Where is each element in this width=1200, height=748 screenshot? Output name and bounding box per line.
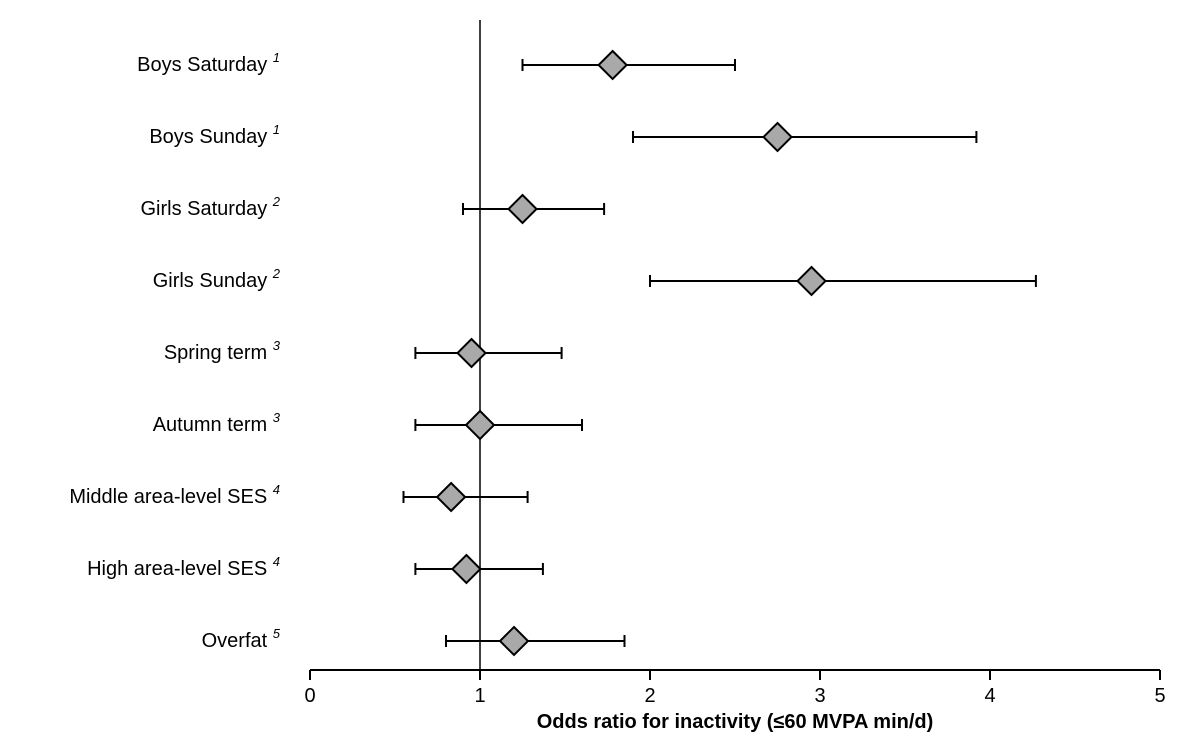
row-label: Overfat 5 bbox=[202, 626, 281, 652]
row-label: Spring term 3 bbox=[164, 338, 281, 364]
row-label: Autumn term 3 bbox=[153, 410, 281, 436]
row-label: Middle area-level SES 4 bbox=[69, 482, 280, 508]
row-label: High area-level SES 4 bbox=[87, 554, 280, 580]
forest-plot-svg: Boys Saturday 1 Boys Sunday 1 Girls Saturd… bbox=[0, 0, 1200, 748]
row-label: Girls Saturday 2 bbox=[140, 194, 280, 220]
x-tick-label: 5 bbox=[1154, 685, 1165, 707]
row-label: Boys Saturday 1 bbox=[137, 50, 280, 76]
x-tick-label: 2 bbox=[644, 685, 655, 707]
row-label: Girls Sunday 2 bbox=[153, 266, 281, 292]
x-tick-label: 0 bbox=[304, 685, 315, 707]
x-tick-label: 3 bbox=[814, 685, 825, 707]
row-label: Boys Sunday 1 bbox=[149, 122, 280, 148]
x-axis-title: Odds ratio for inactivity (≤60 MVPA min/… bbox=[537, 711, 934, 733]
forest-plot-container: Boys Saturday 1 Boys Sunday 1 Girls Saturd… bbox=[0, 0, 1200, 748]
x-tick-label: 4 bbox=[984, 685, 995, 707]
x-tick-label: 1 bbox=[474, 685, 485, 707]
